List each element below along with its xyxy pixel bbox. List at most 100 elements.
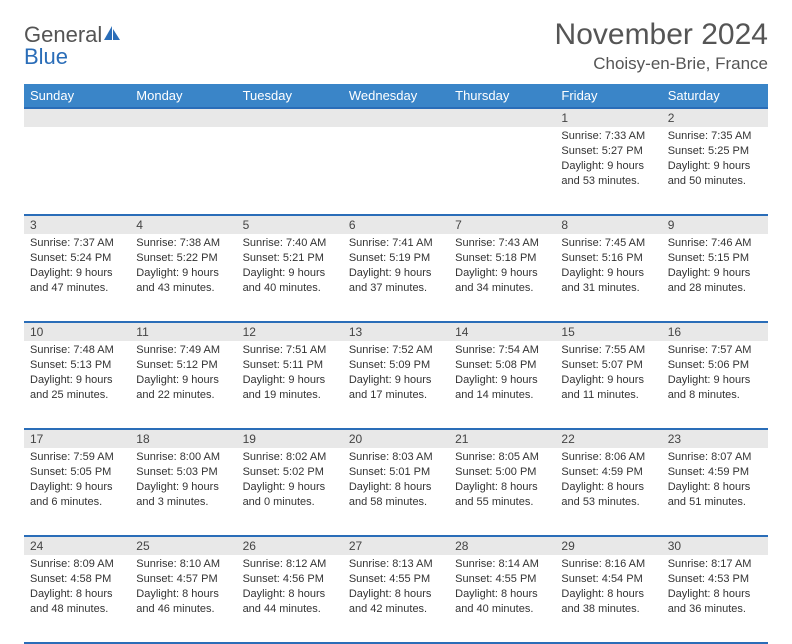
day-number-cell: 25	[130, 536, 236, 555]
day-content-cell: Sunrise: 7:41 AMSunset: 5:19 PMDaylight:…	[343, 234, 449, 322]
daylight-line: Daylight: 9 hours and 53 minutes.	[561, 159, 655, 189]
day-content-cell: Sunrise: 7:57 AMSunset: 5:06 PMDaylight:…	[662, 341, 768, 429]
day-number-cell: 19	[237, 429, 343, 448]
day-number-cell: 9	[662, 215, 768, 234]
daylight-line: Daylight: 9 hours and 8 minutes.	[668, 373, 762, 403]
day-number-cell: 28	[449, 536, 555, 555]
daylight-line: Daylight: 9 hours and 50 minutes.	[668, 159, 762, 189]
sunrise-line: Sunrise: 7:45 AM	[561, 236, 655, 251]
day-number-row: 17181920212223	[24, 429, 768, 448]
sunset-line: Sunset: 5:06 PM	[668, 358, 762, 373]
day-content-cell: Sunrise: 8:00 AMSunset: 5:03 PMDaylight:…	[130, 448, 236, 536]
day-content-cell: Sunrise: 7:55 AMSunset: 5:07 PMDaylight:…	[555, 341, 661, 429]
day-number-cell: 29	[555, 536, 661, 555]
sunrise-line: Sunrise: 8:00 AM	[136, 450, 230, 465]
sunset-line: Sunset: 4:55 PM	[349, 572, 443, 587]
day-content-cell: Sunrise: 8:14 AMSunset: 4:55 PMDaylight:…	[449, 555, 555, 643]
sunset-line: Sunset: 4:58 PM	[30, 572, 124, 587]
day-number-cell: 20	[343, 429, 449, 448]
day-content-cell: Sunrise: 7:37 AMSunset: 5:24 PMDaylight:…	[24, 234, 130, 322]
sunrise-line: Sunrise: 7:55 AM	[561, 343, 655, 358]
day-content-row: Sunrise: 7:59 AMSunset: 5:05 PMDaylight:…	[24, 448, 768, 536]
sunrise-line: Sunrise: 8:05 AM	[455, 450, 549, 465]
daylight-line: Daylight: 9 hours and 31 minutes.	[561, 266, 655, 296]
day-number-cell	[24, 108, 130, 127]
day-number-cell: 2	[662, 108, 768, 127]
weekday-header: Thursday	[449, 84, 555, 108]
day-content-cell: Sunrise: 8:07 AMSunset: 4:59 PMDaylight:…	[662, 448, 768, 536]
day-content-cell: Sunrise: 8:12 AMSunset: 4:56 PMDaylight:…	[237, 555, 343, 643]
sunset-line: Sunset: 5:16 PM	[561, 251, 655, 266]
title-location: Choisy-en-Brie, France	[555, 54, 768, 74]
day-content-row: Sunrise: 7:33 AMSunset: 5:27 PMDaylight:…	[24, 127, 768, 215]
sunrise-line: Sunrise: 7:49 AM	[136, 343, 230, 358]
sunset-line: Sunset: 4:56 PM	[243, 572, 337, 587]
day-content-cell: Sunrise: 8:09 AMSunset: 4:58 PMDaylight:…	[24, 555, 130, 643]
sunset-line: Sunset: 5:02 PM	[243, 465, 337, 480]
logo: General Blue	[24, 18, 122, 68]
sunset-line: Sunset: 5:00 PM	[455, 465, 549, 480]
sunset-line: Sunset: 5:09 PM	[349, 358, 443, 373]
calendar-body: 12Sunrise: 7:33 AMSunset: 5:27 PMDayligh…	[24, 108, 768, 643]
sunrise-line: Sunrise: 7:33 AM	[561, 129, 655, 144]
sunrise-line: Sunrise: 7:54 AM	[455, 343, 549, 358]
sunset-line: Sunset: 5:08 PM	[455, 358, 549, 373]
day-number-cell	[449, 108, 555, 127]
weekday-header: Monday	[130, 84, 236, 108]
sunrise-line: Sunrise: 7:59 AM	[30, 450, 124, 465]
day-content-cell: Sunrise: 7:49 AMSunset: 5:12 PMDaylight:…	[130, 341, 236, 429]
day-content-cell: Sunrise: 8:03 AMSunset: 5:01 PMDaylight:…	[343, 448, 449, 536]
sunrise-line: Sunrise: 8:02 AM	[243, 450, 337, 465]
day-content-cell: Sunrise: 8:17 AMSunset: 4:53 PMDaylight:…	[662, 555, 768, 643]
weekday-header: Friday	[555, 84, 661, 108]
sunrise-line: Sunrise: 8:06 AM	[561, 450, 655, 465]
weekday-header: Saturday	[662, 84, 768, 108]
daylight-line: Daylight: 8 hours and 55 minutes.	[455, 480, 549, 510]
day-content-cell: Sunrise: 7:35 AMSunset: 5:25 PMDaylight:…	[662, 127, 768, 215]
day-number-cell: 10	[24, 322, 130, 341]
day-content-cell: Sunrise: 7:43 AMSunset: 5:18 PMDaylight:…	[449, 234, 555, 322]
sunset-line: Sunset: 5:15 PM	[668, 251, 762, 266]
day-content-cell	[24, 127, 130, 215]
sunrise-line: Sunrise: 8:13 AM	[349, 557, 443, 572]
day-content-cell	[237, 127, 343, 215]
daylight-line: Daylight: 8 hours and 53 minutes.	[561, 480, 655, 510]
day-number-cell: 24	[24, 536, 130, 555]
day-content-cell: Sunrise: 7:45 AMSunset: 5:16 PMDaylight:…	[555, 234, 661, 322]
day-content-row: Sunrise: 7:37 AMSunset: 5:24 PMDaylight:…	[24, 234, 768, 322]
day-content-row: Sunrise: 7:48 AMSunset: 5:13 PMDaylight:…	[24, 341, 768, 429]
day-number-cell: 26	[237, 536, 343, 555]
sunrise-line: Sunrise: 7:41 AM	[349, 236, 443, 251]
day-number-cell: 8	[555, 215, 661, 234]
weekday-header-row: Sunday Monday Tuesday Wednesday Thursday…	[24, 84, 768, 108]
day-content-cell: Sunrise: 7:54 AMSunset: 5:08 PMDaylight:…	[449, 341, 555, 429]
sunset-line: Sunset: 5:19 PM	[349, 251, 443, 266]
day-content-cell: Sunrise: 7:40 AMSunset: 5:21 PMDaylight:…	[237, 234, 343, 322]
day-content-cell: Sunrise: 7:38 AMSunset: 5:22 PMDaylight:…	[130, 234, 236, 322]
title-block: November 2024 Choisy-en-Brie, France	[555, 18, 768, 74]
sunrise-line: Sunrise: 8:07 AM	[668, 450, 762, 465]
day-number-cell	[130, 108, 236, 127]
weekday-header: Sunday	[24, 84, 130, 108]
day-number-cell	[343, 108, 449, 127]
title-month: November 2024	[555, 18, 768, 52]
sunset-line: Sunset: 4:55 PM	[455, 572, 549, 587]
sunset-line: Sunset: 5:24 PM	[30, 251, 124, 266]
day-number-cell: 12	[237, 322, 343, 341]
sunrise-line: Sunrise: 7:51 AM	[243, 343, 337, 358]
day-content-cell	[130, 127, 236, 215]
sunrise-line: Sunrise: 7:48 AM	[30, 343, 124, 358]
day-content-cell	[343, 127, 449, 215]
day-number-row: 10111213141516	[24, 322, 768, 341]
day-number-cell: 23	[662, 429, 768, 448]
daylight-line: Daylight: 9 hours and 14 minutes.	[455, 373, 549, 403]
weekday-header: Wednesday	[343, 84, 449, 108]
weekday-header: Tuesday	[237, 84, 343, 108]
day-number-row: 24252627282930	[24, 536, 768, 555]
sunrise-line: Sunrise: 8:03 AM	[349, 450, 443, 465]
day-number-cell: 27	[343, 536, 449, 555]
day-number-cell: 3	[24, 215, 130, 234]
day-number-cell: 22	[555, 429, 661, 448]
sunset-line: Sunset: 5:27 PM	[561, 144, 655, 159]
daylight-line: Daylight: 9 hours and 28 minutes.	[668, 266, 762, 296]
